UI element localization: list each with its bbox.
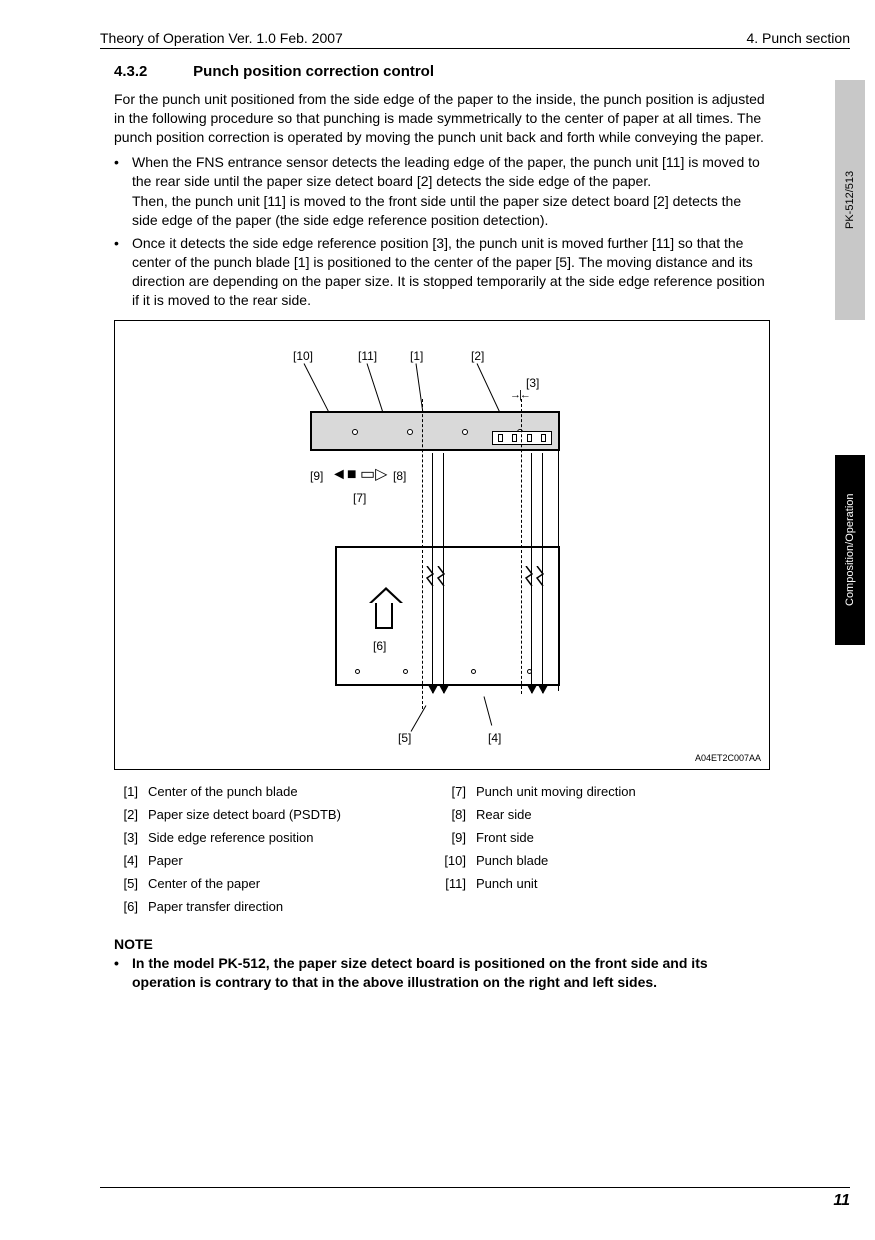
paper-rect bbox=[335, 546, 560, 686]
header-left: Theory of Operation Ver. 1.0 Feb. 2007 bbox=[100, 30, 343, 46]
legend-text: Center of the punch blade bbox=[148, 784, 298, 799]
legend-num: [5] bbox=[114, 876, 148, 891]
legend-text: Punch unit moving direction bbox=[476, 784, 636, 799]
side-tab-model: PK-512/513 bbox=[835, 80, 865, 320]
label-7: [7] bbox=[353, 491, 366, 505]
legend-num: [8] bbox=[442, 807, 476, 822]
side-tab-section: Composition/Operation bbox=[835, 455, 865, 645]
label-9: [9] bbox=[310, 469, 323, 483]
legend: [1]Center of the punch blade [2]Paper si… bbox=[114, 784, 770, 922]
legend-text: Rear side bbox=[476, 807, 532, 822]
legend-num: [1] bbox=[114, 784, 148, 799]
legend-text: Front side bbox=[476, 830, 534, 845]
page-header: Theory of Operation Ver. 1.0 Feb. 2007 4… bbox=[100, 30, 850, 49]
note-label: NOTE bbox=[114, 936, 850, 952]
legend-text: Side edge reference position bbox=[148, 830, 314, 845]
label-3: [3] bbox=[526, 376, 539, 390]
label-11: [11] bbox=[358, 349, 377, 363]
section-title-text: Punch position correction control bbox=[193, 63, 434, 80]
legend-num: [11] bbox=[442, 876, 476, 891]
lead-4 bbox=[484, 696, 493, 725]
label-5: [5] bbox=[398, 731, 411, 745]
bullet-list: When the FNS entrance sensor detects the… bbox=[114, 153, 850, 310]
punch-unit-bar bbox=[310, 411, 560, 451]
legend-col-right: [7]Punch unit moving direction [8]Rear s… bbox=[442, 784, 770, 922]
figure: [10] [11] [1] [2] [3] →|← bbox=[114, 320, 770, 770]
label-1: [1] bbox=[410, 349, 423, 363]
arrow-left-filled-icon: ◄■ bbox=[331, 467, 357, 483]
bullet-1-text: When the FNS entrance sensor detects the… bbox=[132, 154, 760, 189]
bullet-2-text: Once it detects the side edge reference … bbox=[132, 235, 765, 308]
label-2: [2] bbox=[471, 349, 484, 363]
page: PK-512/513 Composition/Operation Theory … bbox=[0, 0, 875, 1240]
legend-num: [2] bbox=[114, 807, 148, 822]
legend-text: Punch blade bbox=[476, 853, 548, 868]
label-8: [8] bbox=[393, 469, 406, 483]
figure-code: A04ET2C007AA bbox=[695, 753, 761, 763]
legend-text: Paper transfer direction bbox=[148, 899, 283, 914]
legend-num: [4] bbox=[114, 853, 148, 868]
bullet-1: When the FNS entrance sensor detects the… bbox=[114, 153, 770, 231]
legend-text: Paper bbox=[148, 853, 183, 868]
punch-hole-icon bbox=[352, 429, 358, 435]
paper-hole-icon bbox=[403, 669, 408, 674]
paper-hole-icon bbox=[355, 669, 360, 674]
diagram: [10] [11] [1] [2] [3] →|← bbox=[115, 321, 769, 769]
bullet-2: Once it detects the side edge reference … bbox=[114, 234, 770, 310]
legend-text: Paper size detect board (PSDTB) bbox=[148, 807, 341, 822]
lead-5 bbox=[411, 705, 427, 731]
label-6: [6] bbox=[373, 639, 386, 653]
legend-num: [3] bbox=[114, 830, 148, 845]
section-number: 4.3.2 bbox=[114, 63, 189, 80]
bullet-1-sub: Then, the punch unit [11] is moved to th… bbox=[132, 192, 770, 230]
punch-hole-icon bbox=[462, 429, 468, 435]
legend-num: [7] bbox=[442, 784, 476, 799]
legend-text: Center of the paper bbox=[148, 876, 260, 891]
legend-num: [6] bbox=[114, 899, 148, 914]
note-text: In the model PK-512, the paper size dete… bbox=[114, 954, 770, 992]
psdtb-icon bbox=[492, 431, 552, 445]
page-number: 11 bbox=[833, 1192, 850, 1209]
header-right: 4. Punch section bbox=[746, 30, 850, 46]
lead-10 bbox=[304, 363, 332, 417]
paper-hole-icon bbox=[527, 669, 532, 674]
legend-text: Punch unit bbox=[476, 876, 537, 891]
label-10: [10] bbox=[293, 349, 313, 363]
arrow-up-icon bbox=[375, 601, 393, 629]
punch-hole-icon bbox=[407, 429, 413, 435]
intro-paragraph: For the punch unit positioned from the s… bbox=[114, 90, 850, 147]
arrow-right-outline-icon: ▭▷ bbox=[360, 467, 387, 483]
legend-num: [9] bbox=[442, 830, 476, 845]
lead-11 bbox=[367, 363, 385, 416]
legend-col-left: [1]Center of the punch blade [2]Paper si… bbox=[114, 784, 442, 922]
label-4: [4] bbox=[488, 731, 501, 745]
section-heading: 4.3.2 Punch position correction control bbox=[114, 63, 850, 80]
page-footer: 11 bbox=[100, 1187, 850, 1210]
dim-arrow-icon: →|← bbox=[510, 389, 529, 401]
legend-num: [10] bbox=[442, 853, 476, 868]
paper-hole-icon bbox=[471, 669, 476, 674]
lead-2 bbox=[477, 363, 503, 418]
